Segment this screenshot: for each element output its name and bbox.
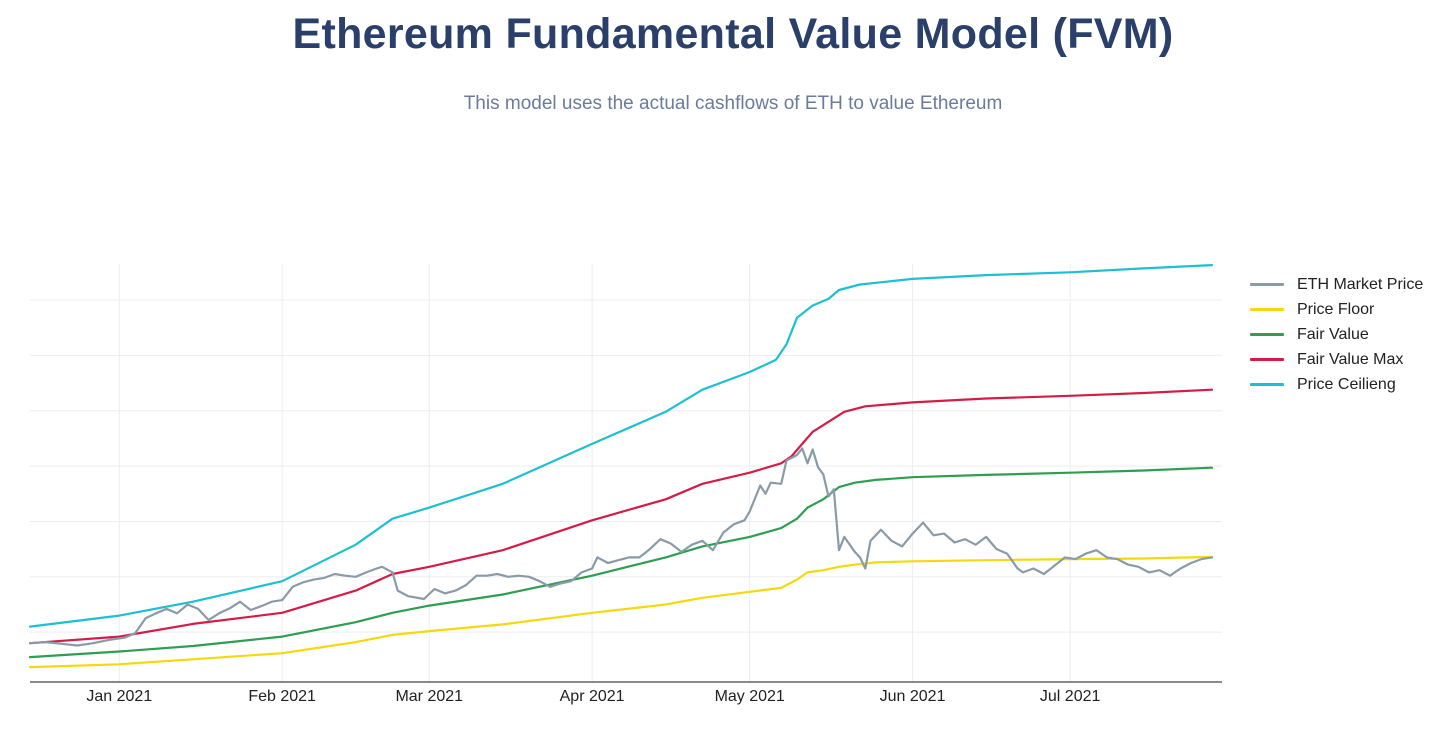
series-line-fair-value-max [28,388,1214,645]
x-tick-label: Feb 2021 [248,688,316,705]
series-line-fair-value [28,466,1214,659]
series-line-eth-market-price [28,447,1214,647]
x-axis-ticks: Jan 2021 Feb 2021 Mar 2021 Apr 2021 May 2021… [86,688,1100,705]
legend-label: Fair Value [1297,325,1369,343]
series-line-price-floor [28,555,1214,669]
chart-legend: ETH Market Price Price Floor Fair Value Fai… [1250,272,1423,397]
legend-swatch [1250,308,1284,311]
legend-label: Price Ceilieng [1297,375,1396,393]
x-tick-label: Jan 2021 [86,688,152,705]
legend-swatch [1250,383,1284,386]
legend-item-price-floor[interactable]: Price Floor [1250,297,1423,322]
x-tick-label: May 2021 [715,688,785,705]
legend-label: ETH Market Price [1297,275,1424,293]
x-tick-label: Jun 2021 [880,688,946,705]
x-tick-label: Mar 2021 [395,688,463,705]
legend-swatch [1250,333,1284,336]
legend-item-fair-value[interactable]: Fair Value [1250,322,1423,347]
legend-item-eth-market-price[interactable]: ETH Market Price [1250,272,1423,297]
chart-title: Ethereum Fundamental Value Model (FVM) [292,10,1174,58]
legend-item-price-ceilieng[interactable]: Price Ceilieng [1250,372,1423,397]
legend-swatch [1250,283,1284,286]
legend-swatch [1250,358,1284,361]
horizontal-gridlines [30,299,1222,633]
legend-label: Price Floor [1297,300,1375,318]
x-tick-label: Jul 2021 [1040,688,1101,705]
series-line-price-ceilieng [28,264,1214,628]
x-tick-label: Apr 2021 [560,688,625,705]
legend-item-fair-value-max[interactable]: Fair Value Max [1250,347,1423,372]
vertical-gridlines [118,264,1071,682]
chart-subtitle: This model uses the actual cashflows of … [463,93,1003,114]
series-lines [28,264,1214,669]
legend-label: Fair Value Max [1297,350,1404,368]
